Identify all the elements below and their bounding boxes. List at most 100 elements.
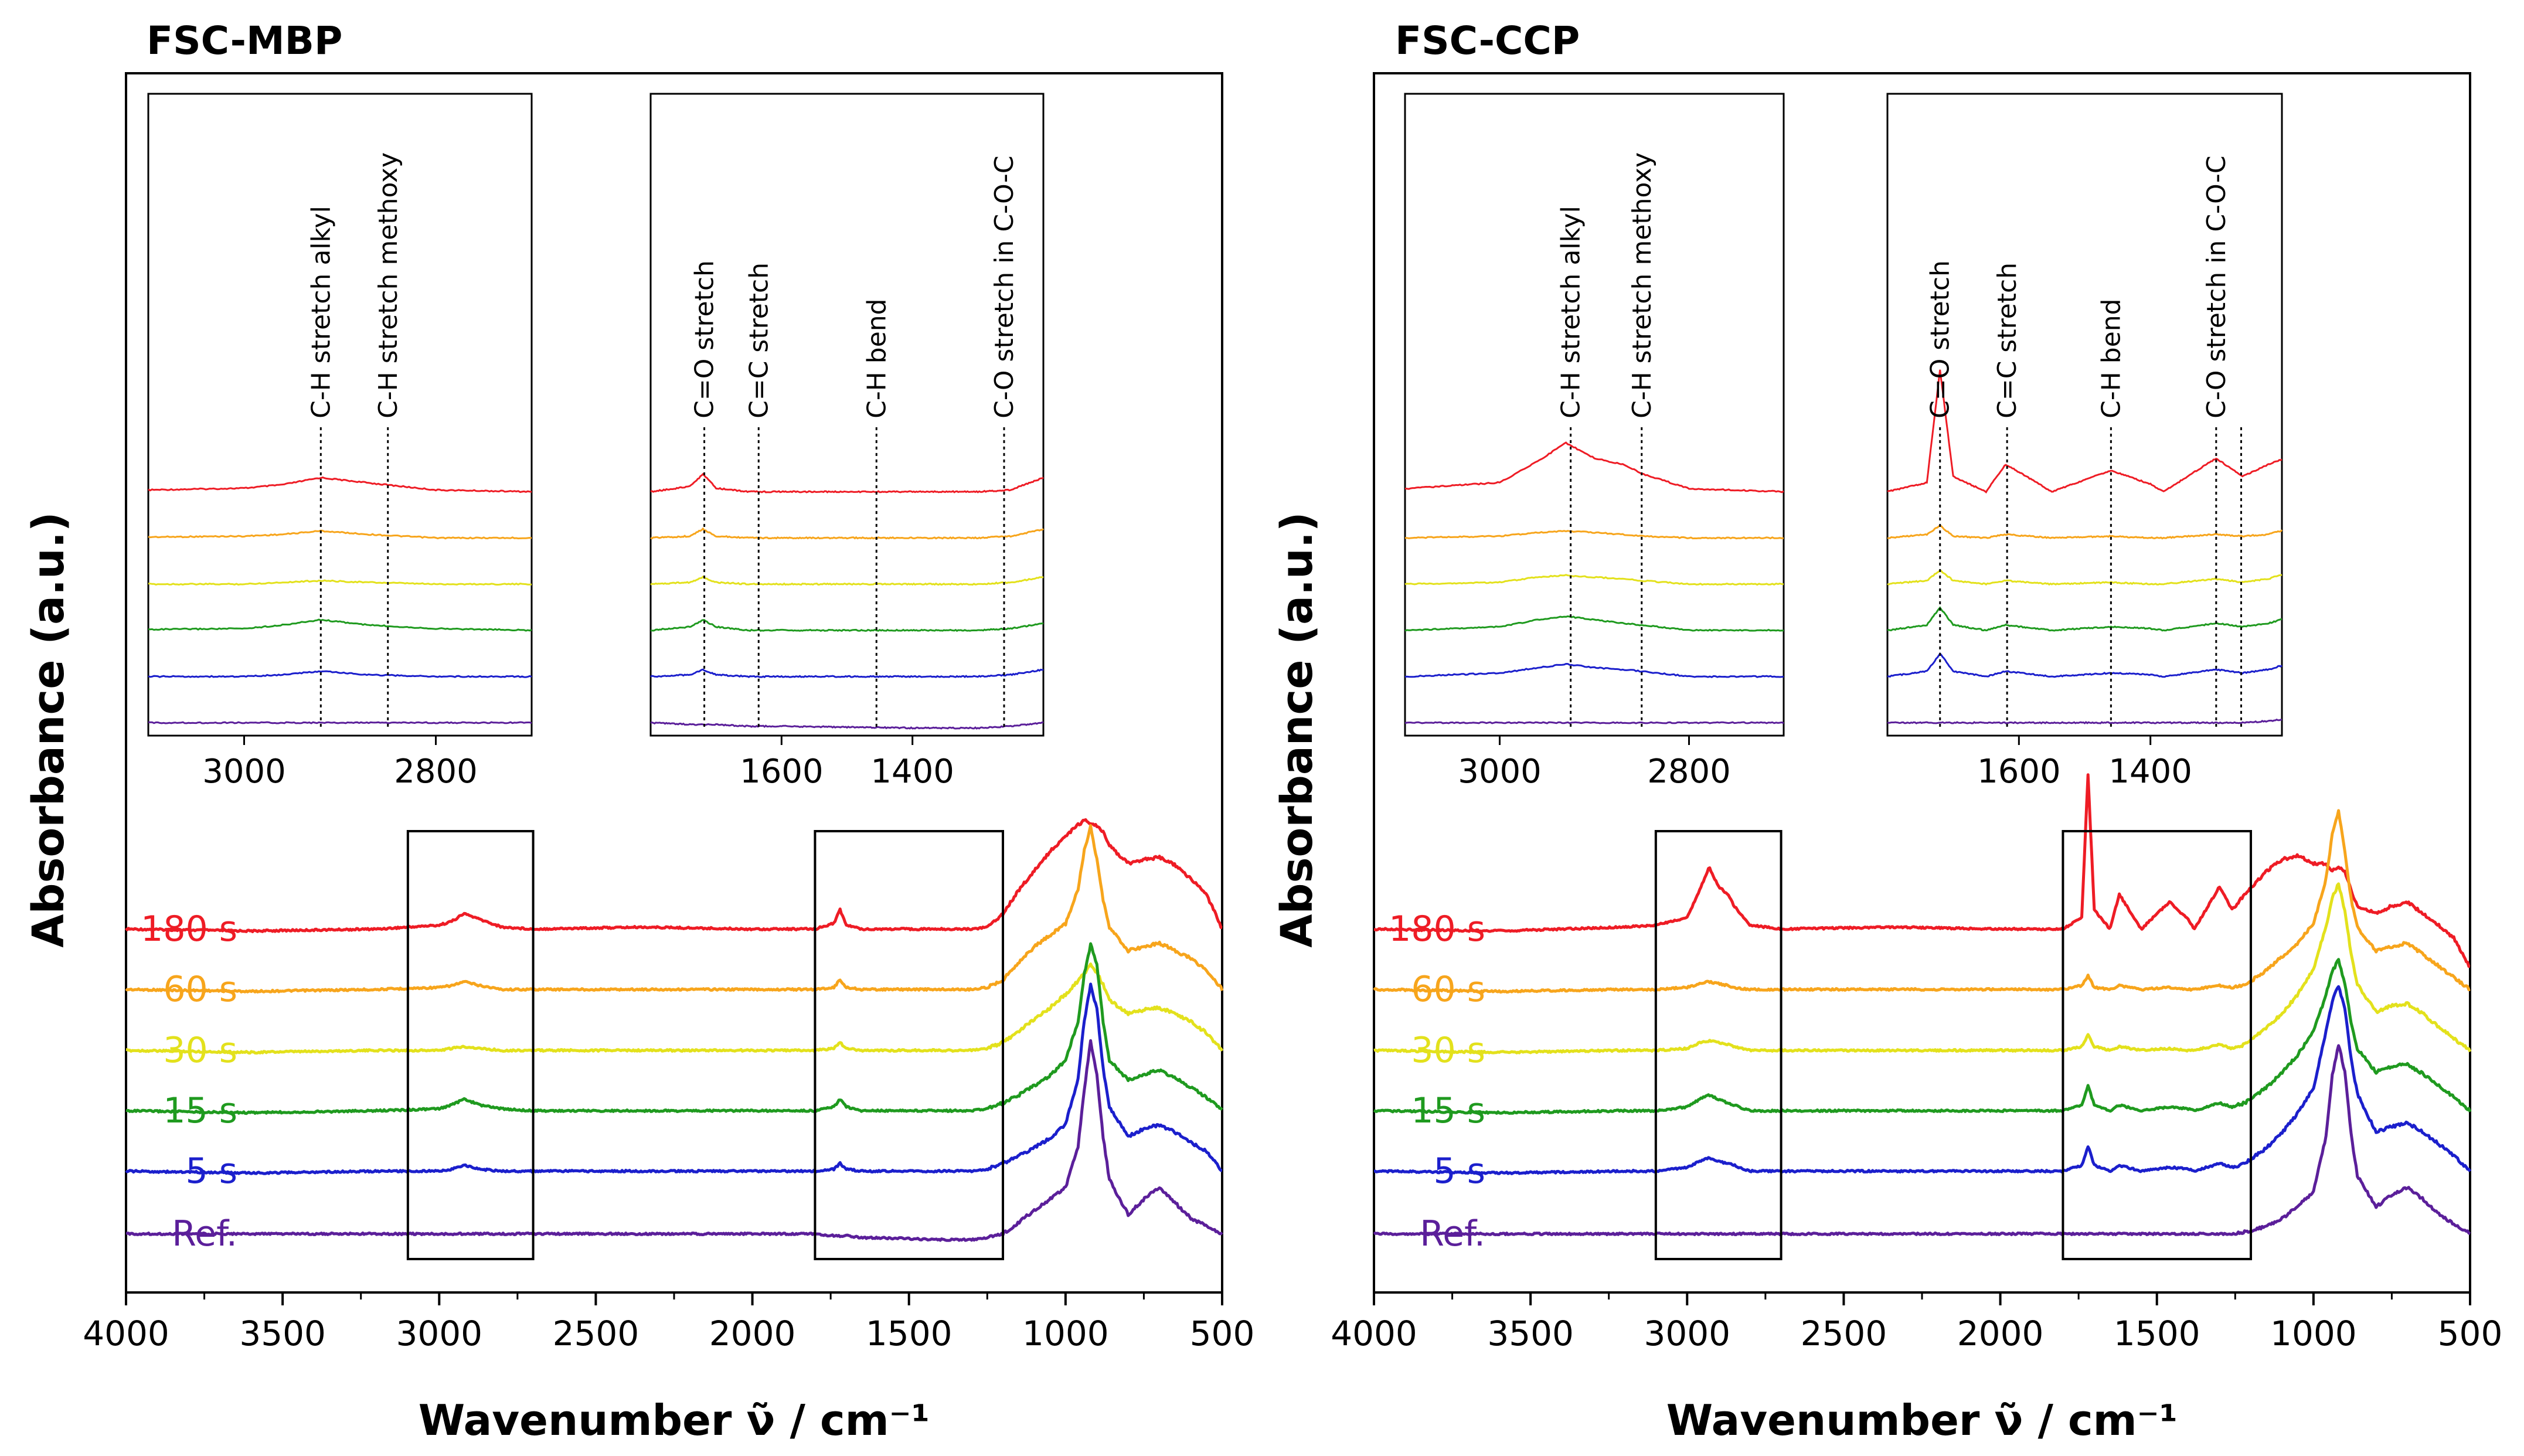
peak-annotation-label: C-H stretch methoxy [1627, 152, 1657, 419]
inset-series-line [148, 579, 532, 586]
inset-x-tick-label: 1400 [2108, 753, 2192, 791]
inset-x-tick-label: 1400 [870, 753, 954, 791]
x-tick-label: 1000 [2270, 1314, 2357, 1353]
peak-annotation-label: C-H stretch methoxy [373, 152, 403, 419]
x-axis-label: Wavenumber ν̃ / cm⁻¹ [419, 1396, 930, 1445]
inset-x-tick-label: 1600 [1977, 753, 2061, 791]
series-label: 15 s [163, 1090, 237, 1131]
inset-frame [147, 93, 533, 737]
x-tick-label: 3500 [1487, 1314, 1574, 1353]
inset-series-line [1404, 441, 1784, 494]
x-tick-label: 4000 [83, 1314, 169, 1353]
inset-series-line [148, 618, 532, 632]
series-line-30-s [125, 962, 1224, 1055]
inset-frame [649, 93, 1045, 737]
peak-annotation-label: C-H stretch alkyl [306, 206, 336, 419]
y-axis-label: Absorbance (a.u.) [1272, 512, 1322, 948]
series-label: 5 s [1433, 1151, 1485, 1192]
x-tick-label: 2500 [1801, 1314, 1887, 1353]
series-label: 30 s [163, 1030, 237, 1071]
panel-title: FSC-MBP [147, 18, 342, 63]
peak-annotation-label: C-H bend [862, 298, 892, 419]
inset-series-line [1404, 574, 1784, 586]
inset-series-line [148, 670, 532, 678]
inset-series-line [1404, 615, 1784, 632]
zoom-region-box [814, 830, 1005, 1260]
panel-2: FSC-CCP Absorbance (a.u.) Wavenumber ν̃ / … [1272, 18, 2502, 1445]
inset-2: 1600 1400 C=O stretch C=C stretch C-H bend C-… [1886, 93, 2283, 791]
x-tick-label: 1500 [2114, 1314, 2200, 1353]
inset-2: 1600 1400 C=O stretch C=C stretch C-H bend C-… [649, 93, 1045, 791]
x-tick-label: 2500 [553, 1314, 639, 1353]
peak-annotation-label: C-O stretch in C-O-C [989, 155, 1019, 419]
series-line-5-s [125, 982, 1223, 1175]
inset-series-line [650, 668, 1044, 679]
series-line-60-s [125, 824, 1224, 994]
series-label: 15 s [1411, 1090, 1485, 1131]
series-line-ref [1373, 1044, 2471, 1236]
x-axis-label: Wavenumber ν̃ / cm⁻¹ [1666, 1396, 2178, 1445]
zoom-region-box [1654, 830, 1783, 1260]
inset-frame [1404, 93, 1785, 737]
series-label: 60 s [163, 969, 237, 1010]
series-line-15-s [125, 942, 1223, 1115]
x-tick-label: 1000 [1022, 1314, 1109, 1353]
x-tick-label: 3000 [396, 1314, 482, 1353]
series-line-ref [125, 1039, 1223, 1242]
inset-x-tick-label: 3000 [1458, 753, 1542, 791]
x-tick-label: 3500 [239, 1314, 326, 1353]
inset-series-line [1887, 569, 2283, 586]
inset-series-line [148, 529, 532, 540]
x-tick-label: 1500 [866, 1314, 953, 1353]
inset-series-line [148, 476, 532, 494]
peak-annotation-label: C-H stretch alkyl [1556, 206, 1586, 419]
series-line-5-s [1373, 985, 2472, 1175]
peak-annotation-label: C=O stretch [690, 260, 720, 419]
inset-x-tick-label: 2800 [394, 753, 478, 791]
x-tick-label: 3000 [1644, 1314, 1730, 1353]
panel-title: FSC-CCP [1395, 18, 1580, 63]
inset-series-line [1887, 524, 2283, 540]
inset-series-line [1404, 662, 1784, 678]
panel-1: FSC-MBP Absorbance (a.u.) Wavenumber ν̃ / … [23, 18, 1254, 1445]
y-axis-label: Absorbance (a.u.) [23, 512, 74, 948]
series-label: 60 s [1411, 969, 1485, 1010]
inset-series-line [148, 721, 532, 724]
series-line-15-s [1373, 958, 2472, 1115]
zoom-region-box [2062, 830, 2252, 1260]
inset-series-line [650, 619, 1043, 632]
series-line-180-s [125, 818, 1223, 934]
series-label: 180 s [1389, 909, 1485, 950]
inset-series-line [1404, 721, 1784, 724]
inset-x-tick-label: 3000 [202, 753, 286, 791]
x-tick-label: 4000 [1331, 1314, 1417, 1353]
x-tick-label: 2000 [1957, 1314, 2044, 1353]
peak-annotation-label: C-O stretch in C-O-C [2202, 155, 2232, 419]
inset-series-line [1405, 530, 1784, 540]
peak-annotation-label: C=O stretch [1926, 260, 1955, 419]
x-tick-label: 2000 [709, 1314, 796, 1353]
x-tick-label: 500 [2438, 1314, 2503, 1353]
inset-series-line [1887, 369, 2283, 494]
inset-x-tick-label: 2800 [1647, 753, 1731, 791]
inset-series-line [650, 721, 1044, 730]
inset-series-line [1887, 719, 2283, 724]
series-label: 180 s [141, 909, 237, 950]
inset-x-tick-label: 1600 [740, 753, 824, 791]
inset-1: 3000 2800 C-H stretch alkyl C-H stretch met… [147, 93, 533, 791]
peak-annotation-label: C=C stretch [744, 263, 774, 419]
series-line-30-s [1373, 882, 2472, 1054]
series-line-180-s [1373, 773, 2471, 968]
peak-annotation-label: C-H bend [2096, 298, 2126, 419]
inset-series-line [650, 575, 1043, 586]
series-label: 30 s [1411, 1030, 1485, 1071]
series-line-60-s [1373, 809, 2471, 994]
inset-series-line [650, 527, 1044, 540]
series-label: 5 s [185, 1151, 237, 1192]
series-label: Ref. [1420, 1213, 1485, 1254]
inset-series-line [650, 472, 1044, 494]
peak-annotation-label: C=C stretch [1992, 263, 2022, 419]
series-label: Ref. [172, 1213, 237, 1254]
inset-1: 3000 2800 C-H stretch alkyl C-H stretch met… [1404, 93, 1785, 791]
